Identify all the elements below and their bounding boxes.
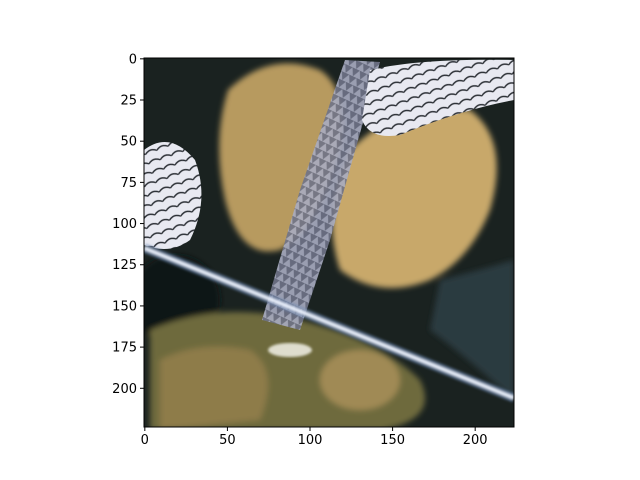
axes-frame (143, 57, 515, 428)
image-panel (144, 58, 514, 427)
tan-region-bottom (160, 346, 268, 427)
y-tick-label: 150 (112, 299, 137, 314)
y-tick-label: 175 (112, 341, 137, 356)
tan-region-center (320, 350, 400, 410)
blue-grey-region-right (430, 260, 514, 400)
light-streak (144, 243, 514, 403)
y-tick-label: 200 (112, 382, 137, 397)
y-tick-label: 50 (120, 135, 137, 150)
x-tick-label: 150 (380, 433, 405, 448)
x-tick-label: 0 (141, 433, 149, 448)
tan-blob-right (332, 108, 497, 288)
y-tick-label: 0 (129, 52, 137, 67)
x-tick-label: 50 (219, 433, 236, 448)
white-patch-top-right (362, 59, 514, 136)
x-tick-label: 200 (463, 433, 488, 448)
spiky-band (262, 60, 380, 330)
y-axis: 0 25 50 75 100 125 150 175 200 (112, 52, 144, 397)
y-tick-label: 25 (120, 94, 137, 109)
x-axis: 0 50 100 150 200 (141, 427, 488, 448)
y-tick-label: 100 (112, 217, 137, 232)
y-tick-label: 75 (120, 176, 137, 191)
x-tick-label: 100 (298, 433, 323, 448)
bright-spot (268, 343, 312, 357)
white-patch-left (144, 142, 202, 249)
y-tick-label: 125 (112, 258, 137, 273)
